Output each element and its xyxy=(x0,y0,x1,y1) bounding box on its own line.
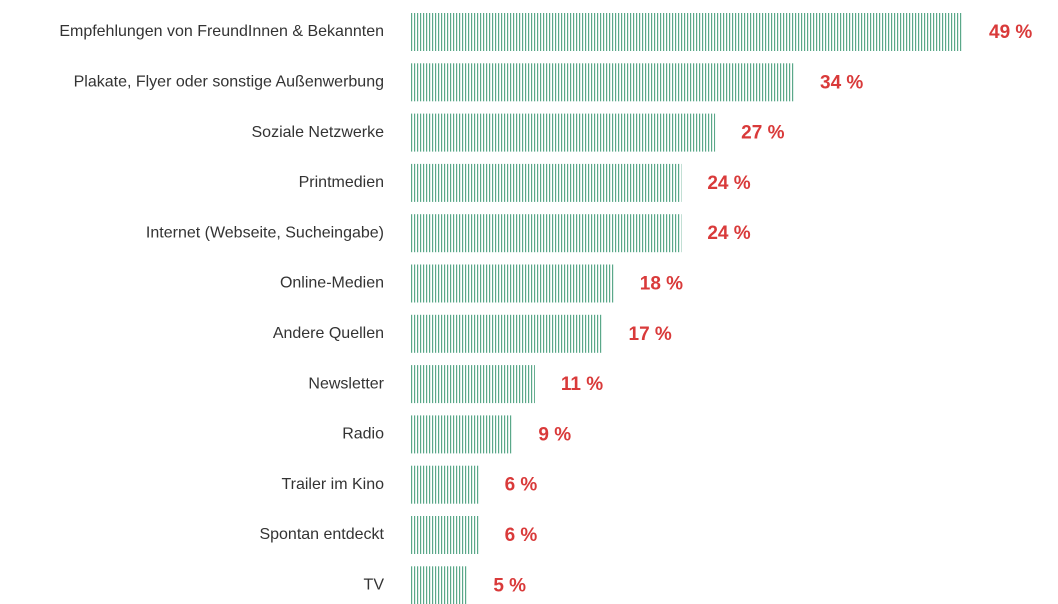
category-label: Empfehlungen von FreundInnen & Bekannten xyxy=(59,23,384,40)
value-label: 5 % xyxy=(493,575,526,596)
category-label: Online-Medien xyxy=(280,275,384,292)
value-label: 24 % xyxy=(707,173,750,194)
category-label: Andere Quellen xyxy=(273,325,384,342)
bar xyxy=(411,314,603,353)
category-label: Spontan entdeckt xyxy=(259,526,384,543)
bar xyxy=(411,415,513,454)
bar xyxy=(411,566,468,604)
category-label: Radio xyxy=(342,426,384,443)
category-label: Plakate, Flyer oder sonstige Außenwerbun… xyxy=(74,74,384,91)
category-label: Printmedien xyxy=(299,174,384,191)
value-label: 6 % xyxy=(505,525,538,546)
value-label: 11 % xyxy=(561,374,603,395)
value-label: 34 % xyxy=(820,72,863,93)
value-label: 24 % xyxy=(707,223,750,244)
category-label: Internet (Webseite, Sucheingabe) xyxy=(146,224,384,241)
category-label: Soziale Netzwerke xyxy=(252,124,385,141)
bar xyxy=(411,214,682,253)
category-label: Newsletter xyxy=(308,375,384,392)
bar xyxy=(411,113,716,152)
bar xyxy=(411,163,682,202)
value-label: 17 % xyxy=(629,324,672,345)
bar xyxy=(411,264,614,303)
bar xyxy=(411,63,795,102)
bar xyxy=(411,516,479,554)
value-label: 6 % xyxy=(505,475,538,496)
bar xyxy=(411,365,535,404)
category-label: Trailer im Kino xyxy=(281,476,384,493)
value-label: 49 % xyxy=(989,22,1032,43)
category-label: TV xyxy=(364,577,385,594)
value-label: 18 % xyxy=(640,274,683,295)
bar xyxy=(411,465,479,504)
value-label: 9 % xyxy=(538,424,571,445)
value-label: 27 % xyxy=(741,123,784,144)
bar xyxy=(411,13,963,51)
